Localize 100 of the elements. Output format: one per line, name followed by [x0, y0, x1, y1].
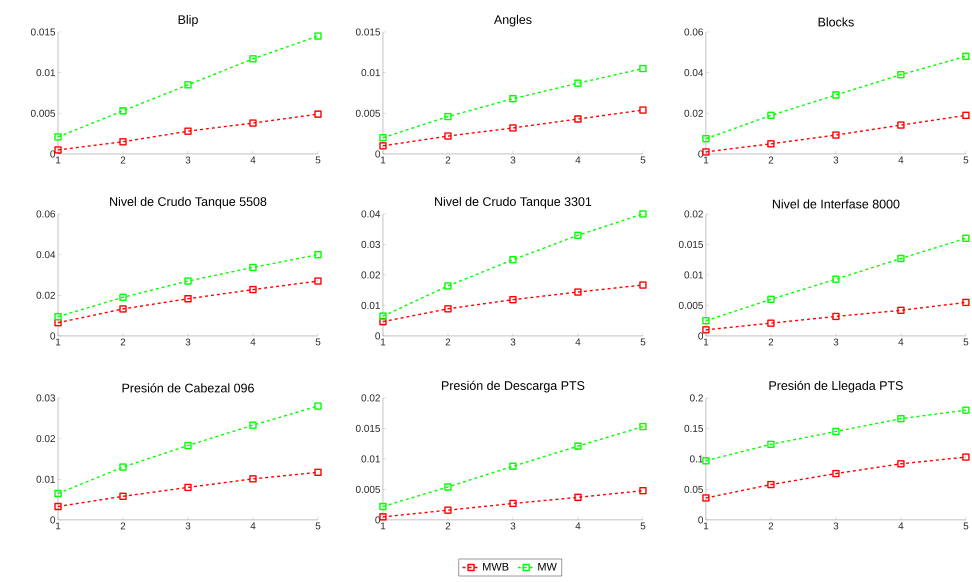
- point: [379, 134, 387, 142]
- x-tick-label: 5: [640, 338, 646, 346]
- y-tick-label: 0.02: [36, 435, 55, 442]
- point: [184, 484, 192, 492]
- y-tick-label: 0.05: [684, 486, 703, 493]
- y-tick-label: 0.02: [361, 394, 380, 402]
- x-tick-label: 1: [56, 522, 60, 530]
- y-tick-label: 0.01: [361, 69, 380, 76]
- point: [314, 277, 322, 285]
- point: [702, 317, 710, 324]
- y-tick-label: 0.01: [361, 455, 380, 462]
- y-tick-label: 0.04: [36, 251, 56, 258]
- x-tick-label: 4: [898, 522, 904, 530]
- x-tick-label: 2: [446, 156, 450, 164]
- point: [832, 91, 840, 99]
- chart-title: Blip: [178, 14, 198, 27]
- x-tick-label: 1: [380, 338, 386, 346]
- x-tick-label: 3: [510, 338, 516, 346]
- point: [767, 440, 775, 448]
- y-tick-label: 0.01: [36, 69, 56, 76]
- legend-label: MW: [538, 563, 557, 571]
- y-tick-label: 0: [698, 516, 704, 524]
- y-tick-label: 0: [50, 516, 56, 524]
- x-tick-label: 5: [964, 522, 968, 530]
- point: [832, 312, 840, 320]
- point: [897, 415, 905, 422]
- y-tick-label: 0.04: [361, 210, 380, 218]
- point: [897, 306, 905, 314]
- chart-title: Presión de Descarga PTS: [442, 380, 584, 392]
- x-tick-label: 3: [510, 156, 516, 164]
- x-tick-label: 4: [575, 338, 580, 346]
- y-tick-label: 0.04: [684, 69, 704, 76]
- point: [249, 55, 257, 63]
- point: [54, 502, 62, 510]
- point: [509, 256, 517, 264]
- point: [184, 128, 192, 135]
- chart-title: Presión de Llegada PTS: [769, 380, 903, 392]
- y-tick-label: 0.06: [36, 210, 56, 218]
- point: [249, 422, 257, 429]
- x-tick-label: 1: [56, 338, 60, 346]
- point: [832, 428, 840, 436]
- y-tick-label: 0.005: [356, 110, 380, 117]
- point: [962, 234, 970, 242]
- x-tick-label: 2: [446, 338, 450, 346]
- point: [574, 80, 582, 87]
- point: [574, 288, 582, 296]
- x-tick-label: 4: [575, 522, 580, 530]
- point: [379, 312, 387, 320]
- point: [314, 250, 322, 258]
- point: [639, 281, 647, 289]
- point: [119, 492, 127, 500]
- point: [767, 112, 775, 120]
- chart-title: Nivel de Crudo Tanque 3301: [435, 196, 592, 208]
- point: [444, 483, 452, 491]
- x-tick-label: 2: [120, 338, 126, 346]
- x-tick-label: 5: [964, 338, 968, 346]
- point: [897, 121, 905, 129]
- point: [639, 210, 647, 218]
- x-tick-label: 4: [898, 156, 904, 164]
- x-tick-label: 4: [250, 338, 256, 346]
- point: [444, 282, 452, 290]
- x-tick-label: 3: [834, 156, 838, 164]
- point: [702, 326, 710, 334]
- point: [897, 460, 905, 468]
- point: [249, 475, 257, 483]
- chart-title: Blocks: [818, 17, 854, 27]
- point: [379, 513, 387, 521]
- point: [444, 506, 452, 514]
- point: [119, 305, 127, 313]
- point: [314, 468, 322, 476]
- x-tick-label: 5: [964, 156, 968, 164]
- x-tick-label: 1: [704, 156, 708, 164]
- y-tick-label: 0.005: [356, 486, 380, 493]
- y-tick-label: 0.02: [684, 110, 703, 117]
- point: [314, 110, 322, 118]
- point: [767, 296, 775, 304]
- point: [832, 470, 840, 478]
- point: [832, 131, 840, 139]
- x-tick-label: 2: [768, 338, 774, 346]
- point: [962, 298, 970, 306]
- point: [184, 81, 192, 89]
- point: [574, 115, 582, 123]
- point: [184, 277, 192, 285]
- x-tick-label: 1: [704, 338, 708, 346]
- y-tick-label: 0.03: [361, 240, 380, 248]
- point: [444, 112, 452, 120]
- point: [509, 95, 517, 102]
- y-tick-label: 0.06: [684, 28, 703, 36]
- point: [574, 494, 582, 502]
- point: [702, 135, 710, 142]
- y-tick-label: 0.03: [36, 394, 56, 402]
- y-tick-label: 0.015: [356, 28, 380, 36]
- point: [184, 295, 192, 302]
- point: [119, 294, 127, 302]
- point: [509, 124, 517, 132]
- point: [962, 406, 970, 414]
- x-tick-label: 5: [316, 338, 320, 346]
- y-tick-label: 0.01: [684, 271, 703, 279]
- point: [767, 480, 775, 488]
- y-tick-label: 0.015: [678, 240, 703, 248]
